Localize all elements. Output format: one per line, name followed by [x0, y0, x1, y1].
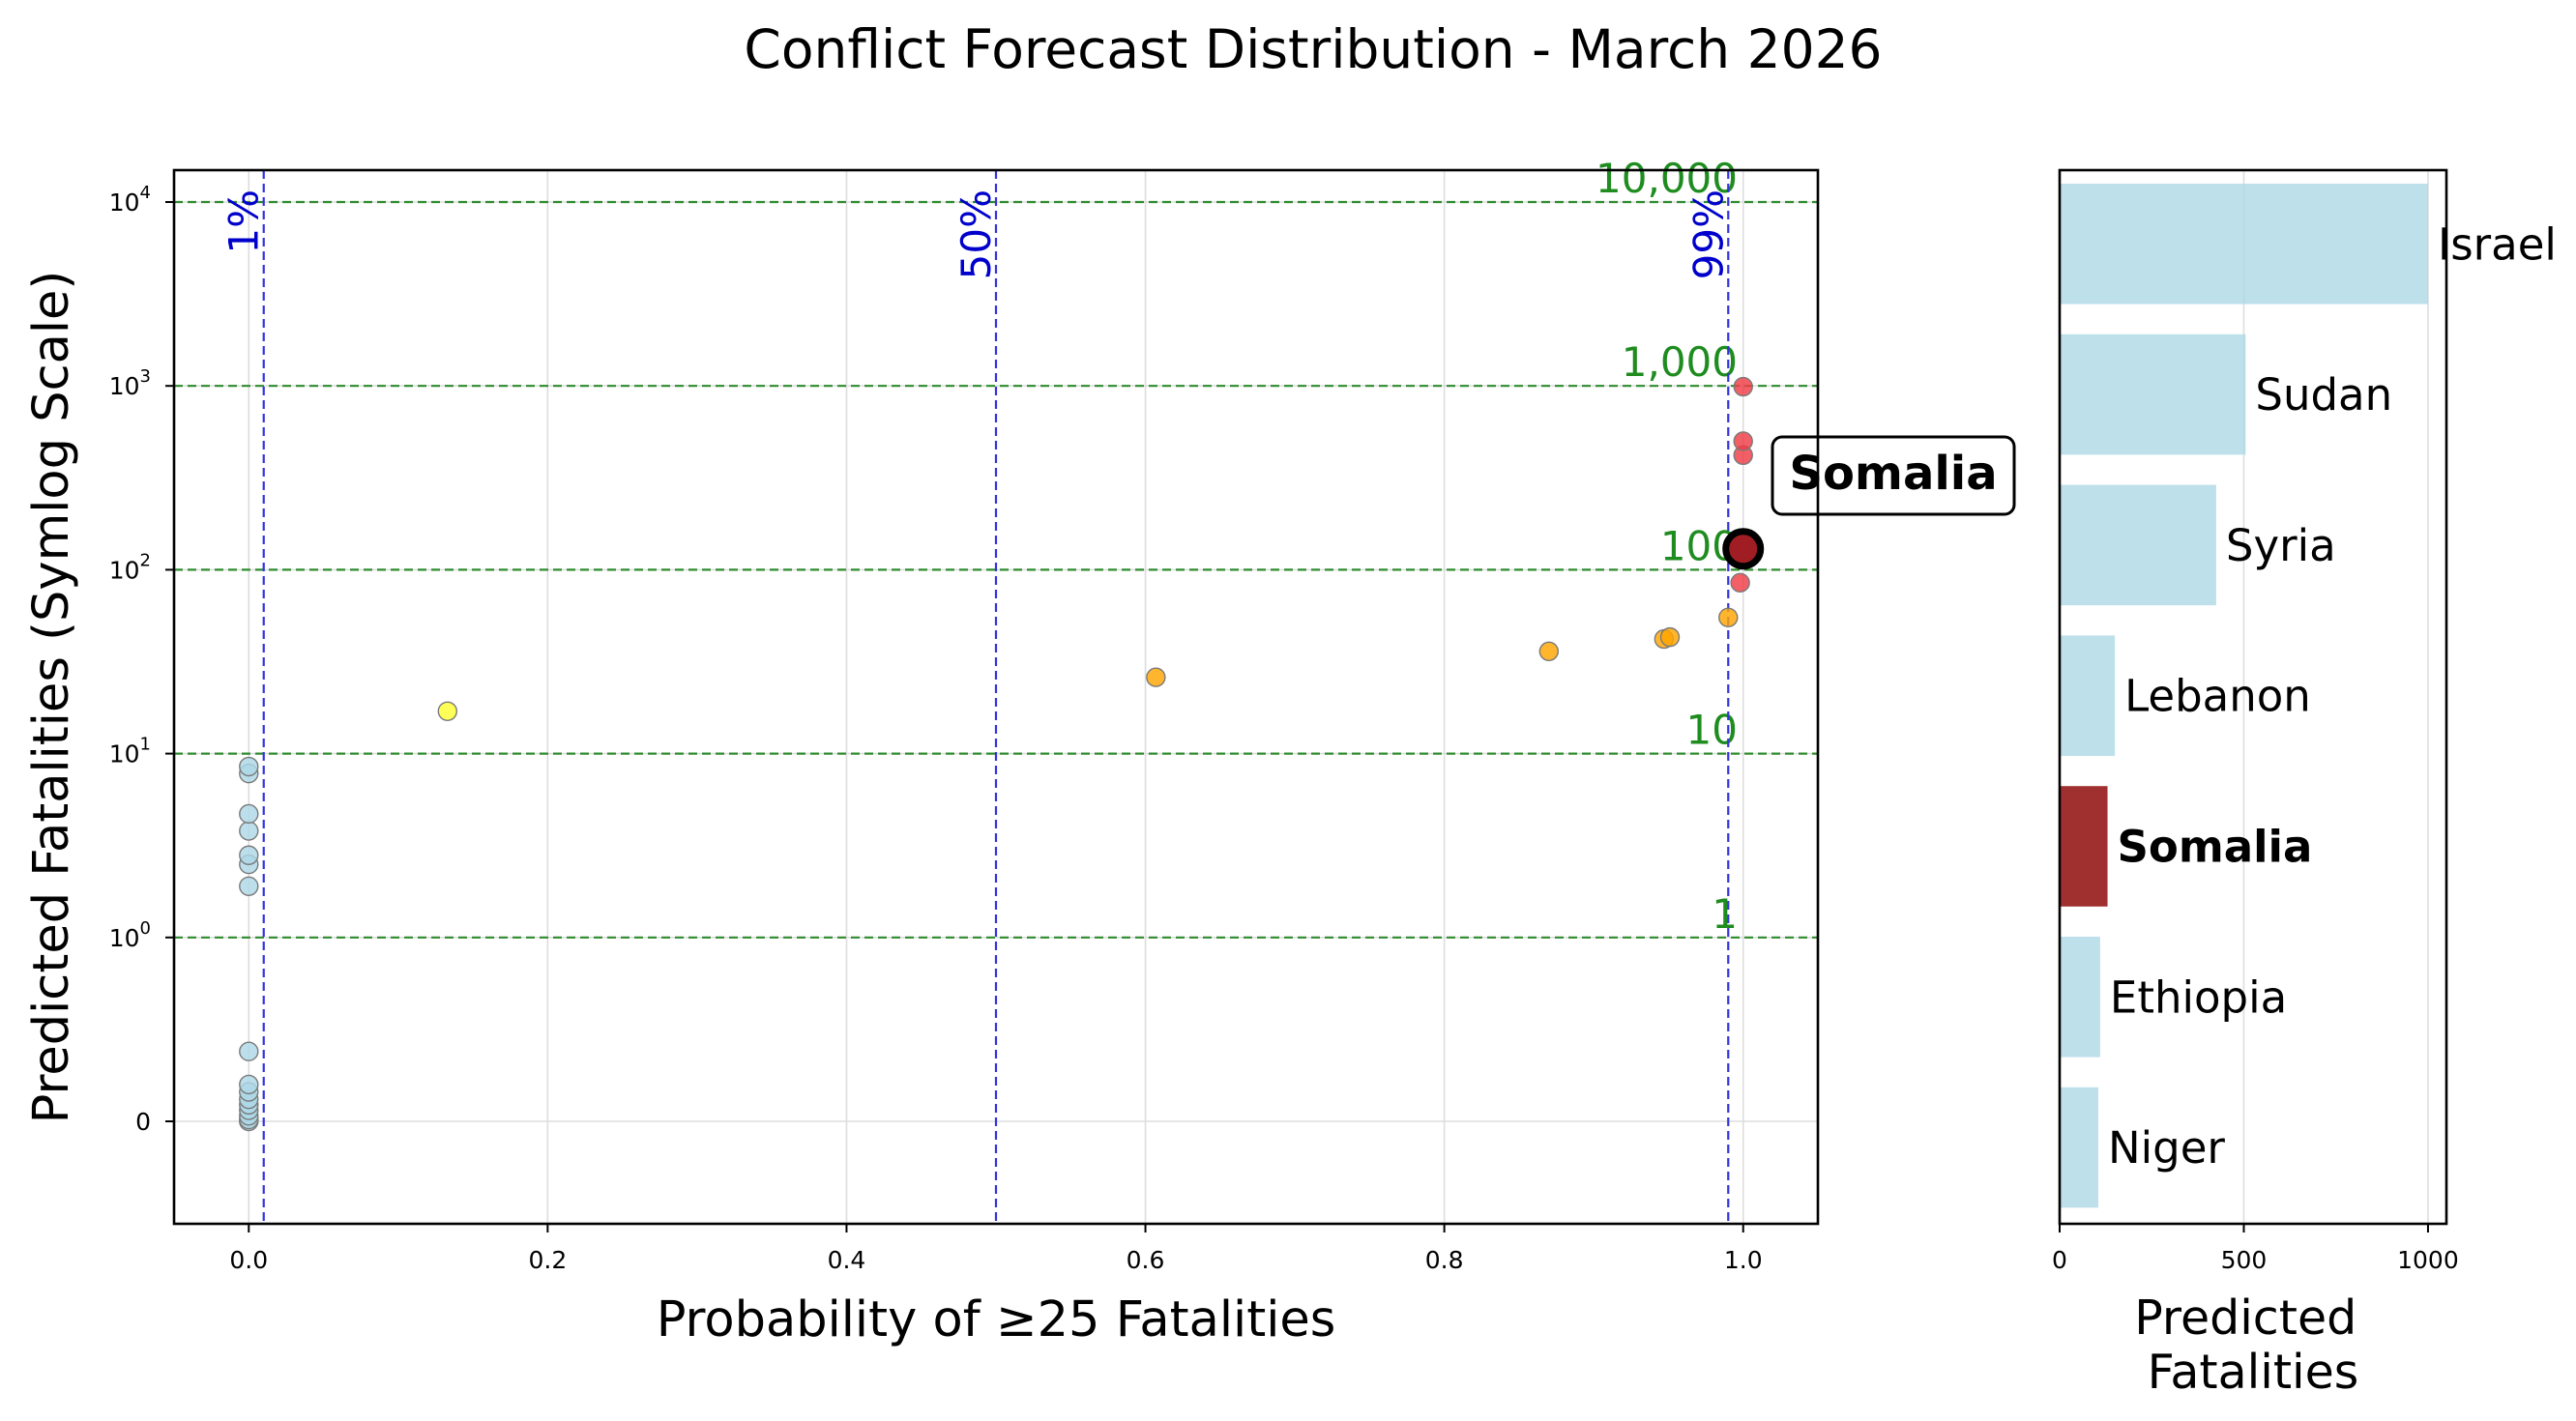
bar-label-israel: Israel — [2438, 218, 2557, 270]
scatter-point-9 — [239, 876, 259, 896]
scatter-y-tick-label-3: 102 — [109, 550, 151, 584]
highlight-label-box — [1771, 435, 2016, 516]
scatter-point-24 — [1733, 431, 1753, 451]
bar-frame — [2058, 168, 2448, 1226]
bar-panel: Israel Sudan Syria Lebanon Somalia Ethiopia Ni… — [2052, 168, 2557, 1400]
scatter-x-tick-label-2: 0.4 — [828, 1246, 866, 1274]
probability-threshold-label-0: 1% — [220, 189, 268, 254]
scatter-y-tick-label-5: 104 — [109, 183, 151, 217]
scatter-point-12 — [239, 821, 259, 841]
bar-label-somalia: Somalia — [2118, 821, 2313, 872]
scatter-point-17 — [1146, 667, 1166, 687]
bar-label-syria: Syria — [2226, 520, 2336, 571]
scatter-y-axis-label: Predicted Fatalities (Symlog Scale) — [23, 271, 80, 1124]
fatality-threshold-label-0: 1 — [1712, 890, 1738, 938]
highlight-point — [1722, 528, 1765, 570]
scatter-point-13 — [239, 803, 259, 825]
scatter-x-axis-label: Probability of ≥25 Fatalities — [657, 1291, 1336, 1348]
bar-x-tick-label-0: 0 — [2052, 1246, 2067, 1274]
scatter-point-11 — [239, 845, 259, 865]
bar-label-sudan: Sudan — [2255, 369, 2392, 420]
scatter-x-tick-label-4: 0.8 — [1425, 1246, 1464, 1274]
bar-niger — [2060, 1087, 2098, 1208]
fatality-threshold-label-1: 10 — [1686, 707, 1738, 754]
bar-lebanon — [2060, 635, 2116, 756]
bar-x-tick-label-1: 500 — [2221, 1246, 2268, 1274]
bar-label-ethiopia: Ethiopia — [2110, 972, 2287, 1023]
scatter-y-tick-base-3: 10 — [109, 556, 140, 584]
probability-threshold-label-2: 99% — [1684, 189, 1732, 279]
scatter-point-22 — [1730, 572, 1750, 594]
scatter-y-tick-exponent-2: 1 — [140, 735, 151, 755]
bar-label-niger: Niger — [2108, 1122, 2225, 1174]
scatter-point-21 — [1718, 607, 1739, 627]
scatter-point-25 — [1733, 376, 1753, 397]
bar-x-axis-label-line-1: Predicted — [2134, 1290, 2356, 1346]
bar-x-axis-label: Predicted Fatalities — [2134, 1290, 2372, 1400]
scatter-x-tick-label-5: 1.0 — [1724, 1246, 1763, 1274]
bar-israel — [2060, 184, 2428, 304]
scatter-y-tick-label-2: 101 — [109, 735, 151, 768]
scatter-points — [239, 376, 1753, 1132]
bar-x-axis-label-line-2: Fatalities — [2148, 1345, 2359, 1400]
scatter-y-tick-exponent-3: 2 — [140, 550, 151, 570]
bar-syria — [2060, 484, 2216, 606]
scatter-y-tick-base-5: 10 — [109, 188, 140, 217]
bar-somalia — [2060, 786, 2108, 907]
scatter-y-tick-exponent-5: 4 — [140, 183, 151, 203]
scatter-point-20 — [1659, 626, 1681, 648]
bar-bars: Israel Sudan Syria Lebanon Somalia Ethiopia Ni… — [2060, 184, 2557, 1208]
probability-threshold-label-1: 50% — [952, 189, 1000, 279]
scatter-point-18 — [1538, 641, 1560, 661]
highlight-label: Somalia — [1789, 447, 1997, 501]
scatter-y-tick-base-0: 0 — [135, 1108, 151, 1136]
scatter-x-tick-label-0: 0.0 — [229, 1246, 268, 1274]
scatter-y-tick-base-4: 10 — [109, 372, 140, 400]
scatter-frame — [172, 168, 1820, 1226]
bar-ethiopia — [2060, 937, 2100, 1058]
scatter-y-tick-label-4: 103 — [109, 366, 151, 400]
scatter-x-tick-label-3: 0.6 — [1127, 1246, 1165, 1274]
scatter-y-tick-exponent-1: 0 — [140, 918, 151, 939]
bar-x-tick-label-2: 1000 — [2397, 1246, 2459, 1274]
scatter-y-tick-exponent-4: 3 — [140, 366, 151, 387]
fatality-threshold-label-3: 1,000 — [1622, 338, 1738, 386]
scatter-y-tick-label-1: 100 — [109, 918, 151, 952]
scatter-point-7 — [239, 1074, 259, 1095]
scatter-x-tick-label-1: 0.2 — [528, 1246, 567, 1274]
scatter-point-16 — [437, 701, 458, 721]
scatter-highlight: Somalia — [1722, 435, 2016, 570]
bar-x-ticks: 0 500 1000 — [2052, 1224, 2459, 1274]
bar-label-lebanon: Lebanon — [2124, 671, 2311, 722]
bar-sudan — [2060, 334, 2246, 455]
scatter-y-tick-base-1: 10 — [109, 924, 140, 952]
figure-title: Conflict Forecast Distribution - March 2… — [744, 18, 1882, 80]
scatter-point-15 — [239, 756, 259, 777]
scatter-x-ticks: 0.0 0.2 0.4 0.6 0.8 1.0 — [229, 1224, 1763, 1274]
fatality-threshold-label-4: 10,000 — [1595, 155, 1738, 202]
scatter-y-tick-label-0: 0 — [135, 1108, 151, 1136]
scatter-point-8 — [239, 1041, 259, 1061]
scatter-y-tick-base-2: 10 — [109, 740, 140, 768]
